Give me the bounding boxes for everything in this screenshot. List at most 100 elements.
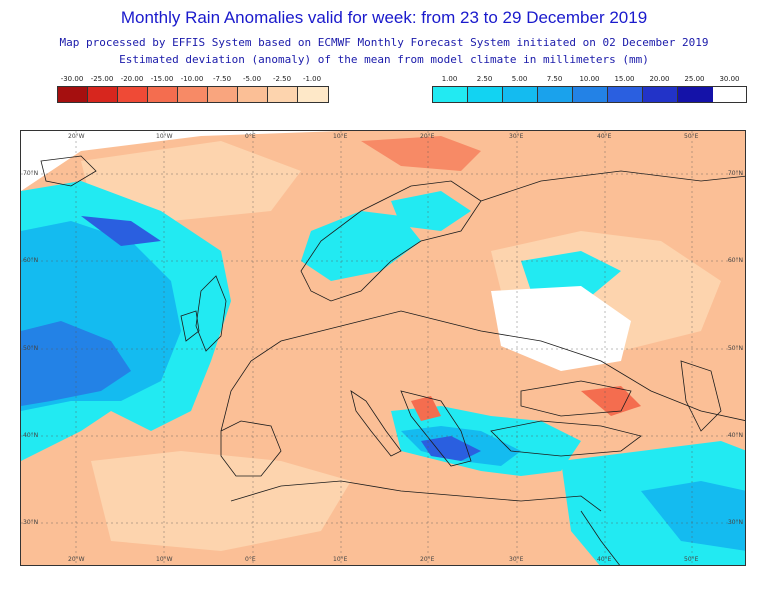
- longitude-label: 40°E: [597, 556, 612, 563]
- legend-tick-label: 20.00: [649, 75, 670, 83]
- legend-color-swatch: [538, 87, 573, 102]
- legend-color-swatch: [608, 87, 643, 102]
- latitude-label: 70°N: [727, 170, 743, 177]
- legend-color-swatch: [573, 87, 608, 102]
- longitude-label: 50°E: [684, 556, 699, 563]
- longitude-label: 50°E: [684, 133, 699, 140]
- longitude-label: 10°W: [156, 556, 173, 563]
- rain-anomaly-map: 20°W 20°W 10°W 10°W 0°E 0°E 10°E 10°E 20°E 20°E 30…: [20, 130, 746, 566]
- wet-zone-russia: [521, 251, 621, 296]
- legend-tick-label: -25.00: [90, 75, 114, 83]
- latitude-label: 50°N: [23, 345, 39, 352]
- legend-tick-label: 2.50: [476, 75, 493, 83]
- wet-zone-atlantic-north: [81, 216, 161, 246]
- legend-tick-label: -20.00: [120, 75, 144, 83]
- longitude-label: 20°W: [68, 133, 85, 140]
- coast-britain: [195, 275, 227, 352]
- longitude-label: 0°E: [245, 133, 256, 140]
- wet-zone-ionian: [421, 436, 481, 461]
- coast-north-africa: [230, 480, 602, 512]
- legend-positive-anomaly: 1.00 2.50 5.00 7.50 10.00 15.00 20.00 25.00 30.0…: [432, 75, 747, 103]
- coast-ireland: [180, 310, 200, 342]
- wet-zone-atlantic-core: [21, 321, 131, 406]
- legend-positive-colorbar: [432, 86, 747, 103]
- longitude-label: 20°W: [68, 556, 85, 563]
- legend-negative-anomaly: -30.00 -25.00 -20.00 -15.00 -10.00 -7.50 -5.00…: [57, 75, 329, 103]
- longitude-label: 10°E: [333, 133, 348, 140]
- latitude-label: 60°N: [727, 257, 743, 264]
- legend-tick-label: -2.50: [272, 75, 292, 83]
- legend-color-swatch: [468, 87, 503, 102]
- rain-anomaly-map-svg: [21, 131, 745, 565]
- coast-italy: [350, 390, 402, 457]
- map-subtitle-source: Map processed by EFFIS System based on E…: [59, 36, 709, 49]
- graticule: [21, 131, 745, 565]
- slight-dry-zone-north: [81, 141, 301, 221]
- legend-tick-label: -30.00: [60, 75, 84, 83]
- longitude-label: 30°E: [509, 133, 524, 140]
- longitude-label: 30°E: [509, 556, 524, 563]
- legend-color-swatch: [643, 87, 678, 102]
- legend-color-swatch: [88, 87, 118, 102]
- legend-tick-label: -15.00: [150, 75, 174, 83]
- wet-zone-arctic-norway: [391, 191, 471, 231]
- wet-zone-russia-east: [491, 286, 631, 371]
- coast-scandinavia: [300, 180, 482, 302]
- map-subtitle-description: Estimated deviation (anomaly) of the mea…: [119, 53, 649, 66]
- legend-color-swatch: [148, 87, 178, 102]
- legend-color-swatch: [298, 87, 328, 102]
- latitude-label: 30°N: [23, 519, 39, 526]
- coastlines: [40, 155, 745, 565]
- latitude-label: 30°N: [727, 519, 743, 526]
- legend-color-swatch: [178, 87, 208, 102]
- legend-color-swatch: [238, 87, 268, 102]
- latitude-label: 40°N: [727, 432, 743, 439]
- coast-balkans: [400, 390, 472, 467]
- legend-color-swatch: [118, 87, 148, 102]
- legend-tick-label: 7.50: [546, 75, 563, 83]
- wet-zone-scandinavia: [301, 211, 421, 281]
- dry-hotspot-balkans: [411, 396, 441, 421]
- coast-caspian: [680, 360, 722, 432]
- legend-tick-label: 15.00: [614, 75, 635, 83]
- coast-black-sea: [520, 380, 632, 417]
- legend-color-swatch: [433, 87, 468, 102]
- dry-hotspot-northern-russia: [361, 136, 481, 171]
- legend-color-swatch: [58, 87, 88, 102]
- longitude-label: 40°E: [597, 133, 612, 140]
- coast-western-europe: [220, 310, 745, 432]
- longitude-label: 20°E: [420, 133, 435, 140]
- coast-northern-russia: [480, 170, 745, 202]
- longitude-label: 20°E: [420, 556, 435, 563]
- legend-color-swatch: [503, 87, 538, 102]
- dry-hotspot-black-sea: [581, 386, 641, 416]
- coast-iberia: [220, 420, 282, 477]
- legend-tick-label: 25.00: [684, 75, 705, 83]
- latitude-label: 50°N: [727, 345, 743, 352]
- legend-color-swatch: [678, 87, 713, 102]
- legend-negative-labels: -30.00 -25.00 -20.00 -15.00 -10.00 -7.50 -5.00…: [57, 75, 329, 85]
- latitude-label: 70°N: [23, 170, 39, 177]
- legend-color-swatch: [268, 87, 298, 102]
- map-title: Monthly Rain Anomalies valid for week: f…: [120, 8, 648, 27]
- legend-color-swatch: [208, 87, 238, 102]
- longitude-label: 0°E: [245, 556, 256, 563]
- longitude-label: 10°W: [156, 133, 173, 140]
- slight-dry-zone-south: [91, 451, 351, 551]
- legend-tick-label: -1.00: [302, 75, 322, 83]
- legend-tick-label: -7.50: [212, 75, 232, 83]
- longitude-label: 10°E: [333, 556, 348, 563]
- legend-tick-label: -10.00: [180, 75, 204, 83]
- coast-iceland: [40, 155, 97, 187]
- legend-tick-label: 10.00: [579, 75, 600, 83]
- legend-tick-label: 5.00: [511, 75, 528, 83]
- latitude-label: 60°N: [23, 257, 39, 264]
- legend-tick-label: -5.00: [242, 75, 262, 83]
- legend-tick-label: 30.00: [719, 75, 740, 83]
- legend-tick-label: 1.00: [441, 75, 458, 83]
- latitude-label: 40°N: [23, 432, 39, 439]
- coast-red-sea: [580, 510, 620, 565]
- legend-negative-colorbar: [57, 86, 329, 103]
- coast-turkey: [490, 420, 642, 457]
- legend-positive-labels: 1.00 2.50 5.00 7.50 10.00 15.00 20.00 25.00 30.0…: [432, 75, 747, 85]
